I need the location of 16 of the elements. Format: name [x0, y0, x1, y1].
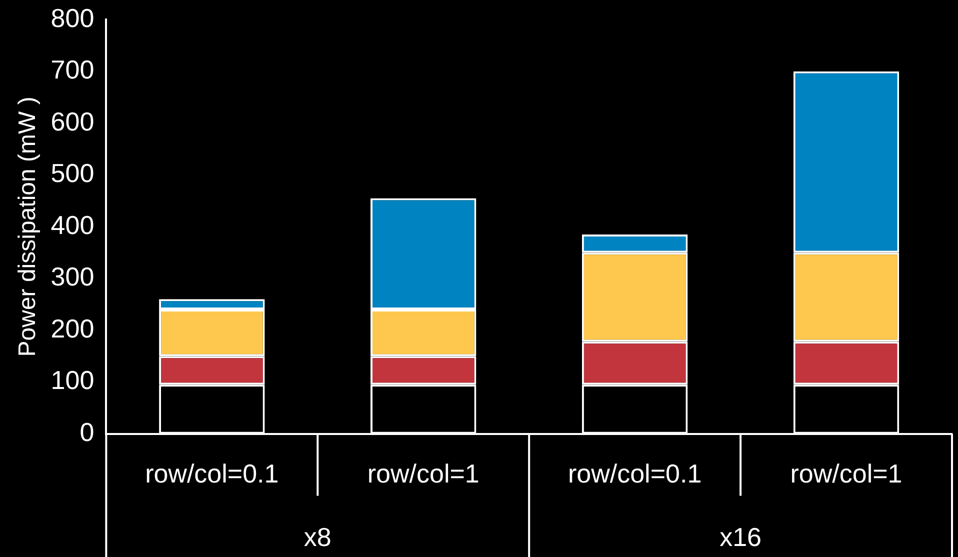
y-tick-label: 800 — [50, 2, 94, 33]
text: x16 — [720, 522, 762, 552]
text: x8 — [304, 522, 332, 552]
y-tick-label: 300 — [50, 262, 94, 292]
y-tick-label: 500 — [50, 158, 94, 188]
y-tick-label: 0 — [80, 416, 94, 447]
x-tick-label: row/col=1 — [790, 458, 902, 489]
x-tick-label: row/col=0.1 — [568, 458, 702, 489]
y-tick-label: 400 — [50, 210, 94, 240]
y-tick-label: 600 — [50, 106, 94, 136]
x-tick-label: row/col=1 — [367, 458, 480, 489]
y-tick-label: 700 — [50, 54, 94, 85]
y-tick-label: 100 — [50, 365, 94, 396]
x-tick-label: row/col=0.1 — [145, 458, 279, 489]
y-axis-title: Power dissipation (mW ) — [14, 96, 42, 357]
y-tick-label: 200 — [50, 313, 94, 344]
